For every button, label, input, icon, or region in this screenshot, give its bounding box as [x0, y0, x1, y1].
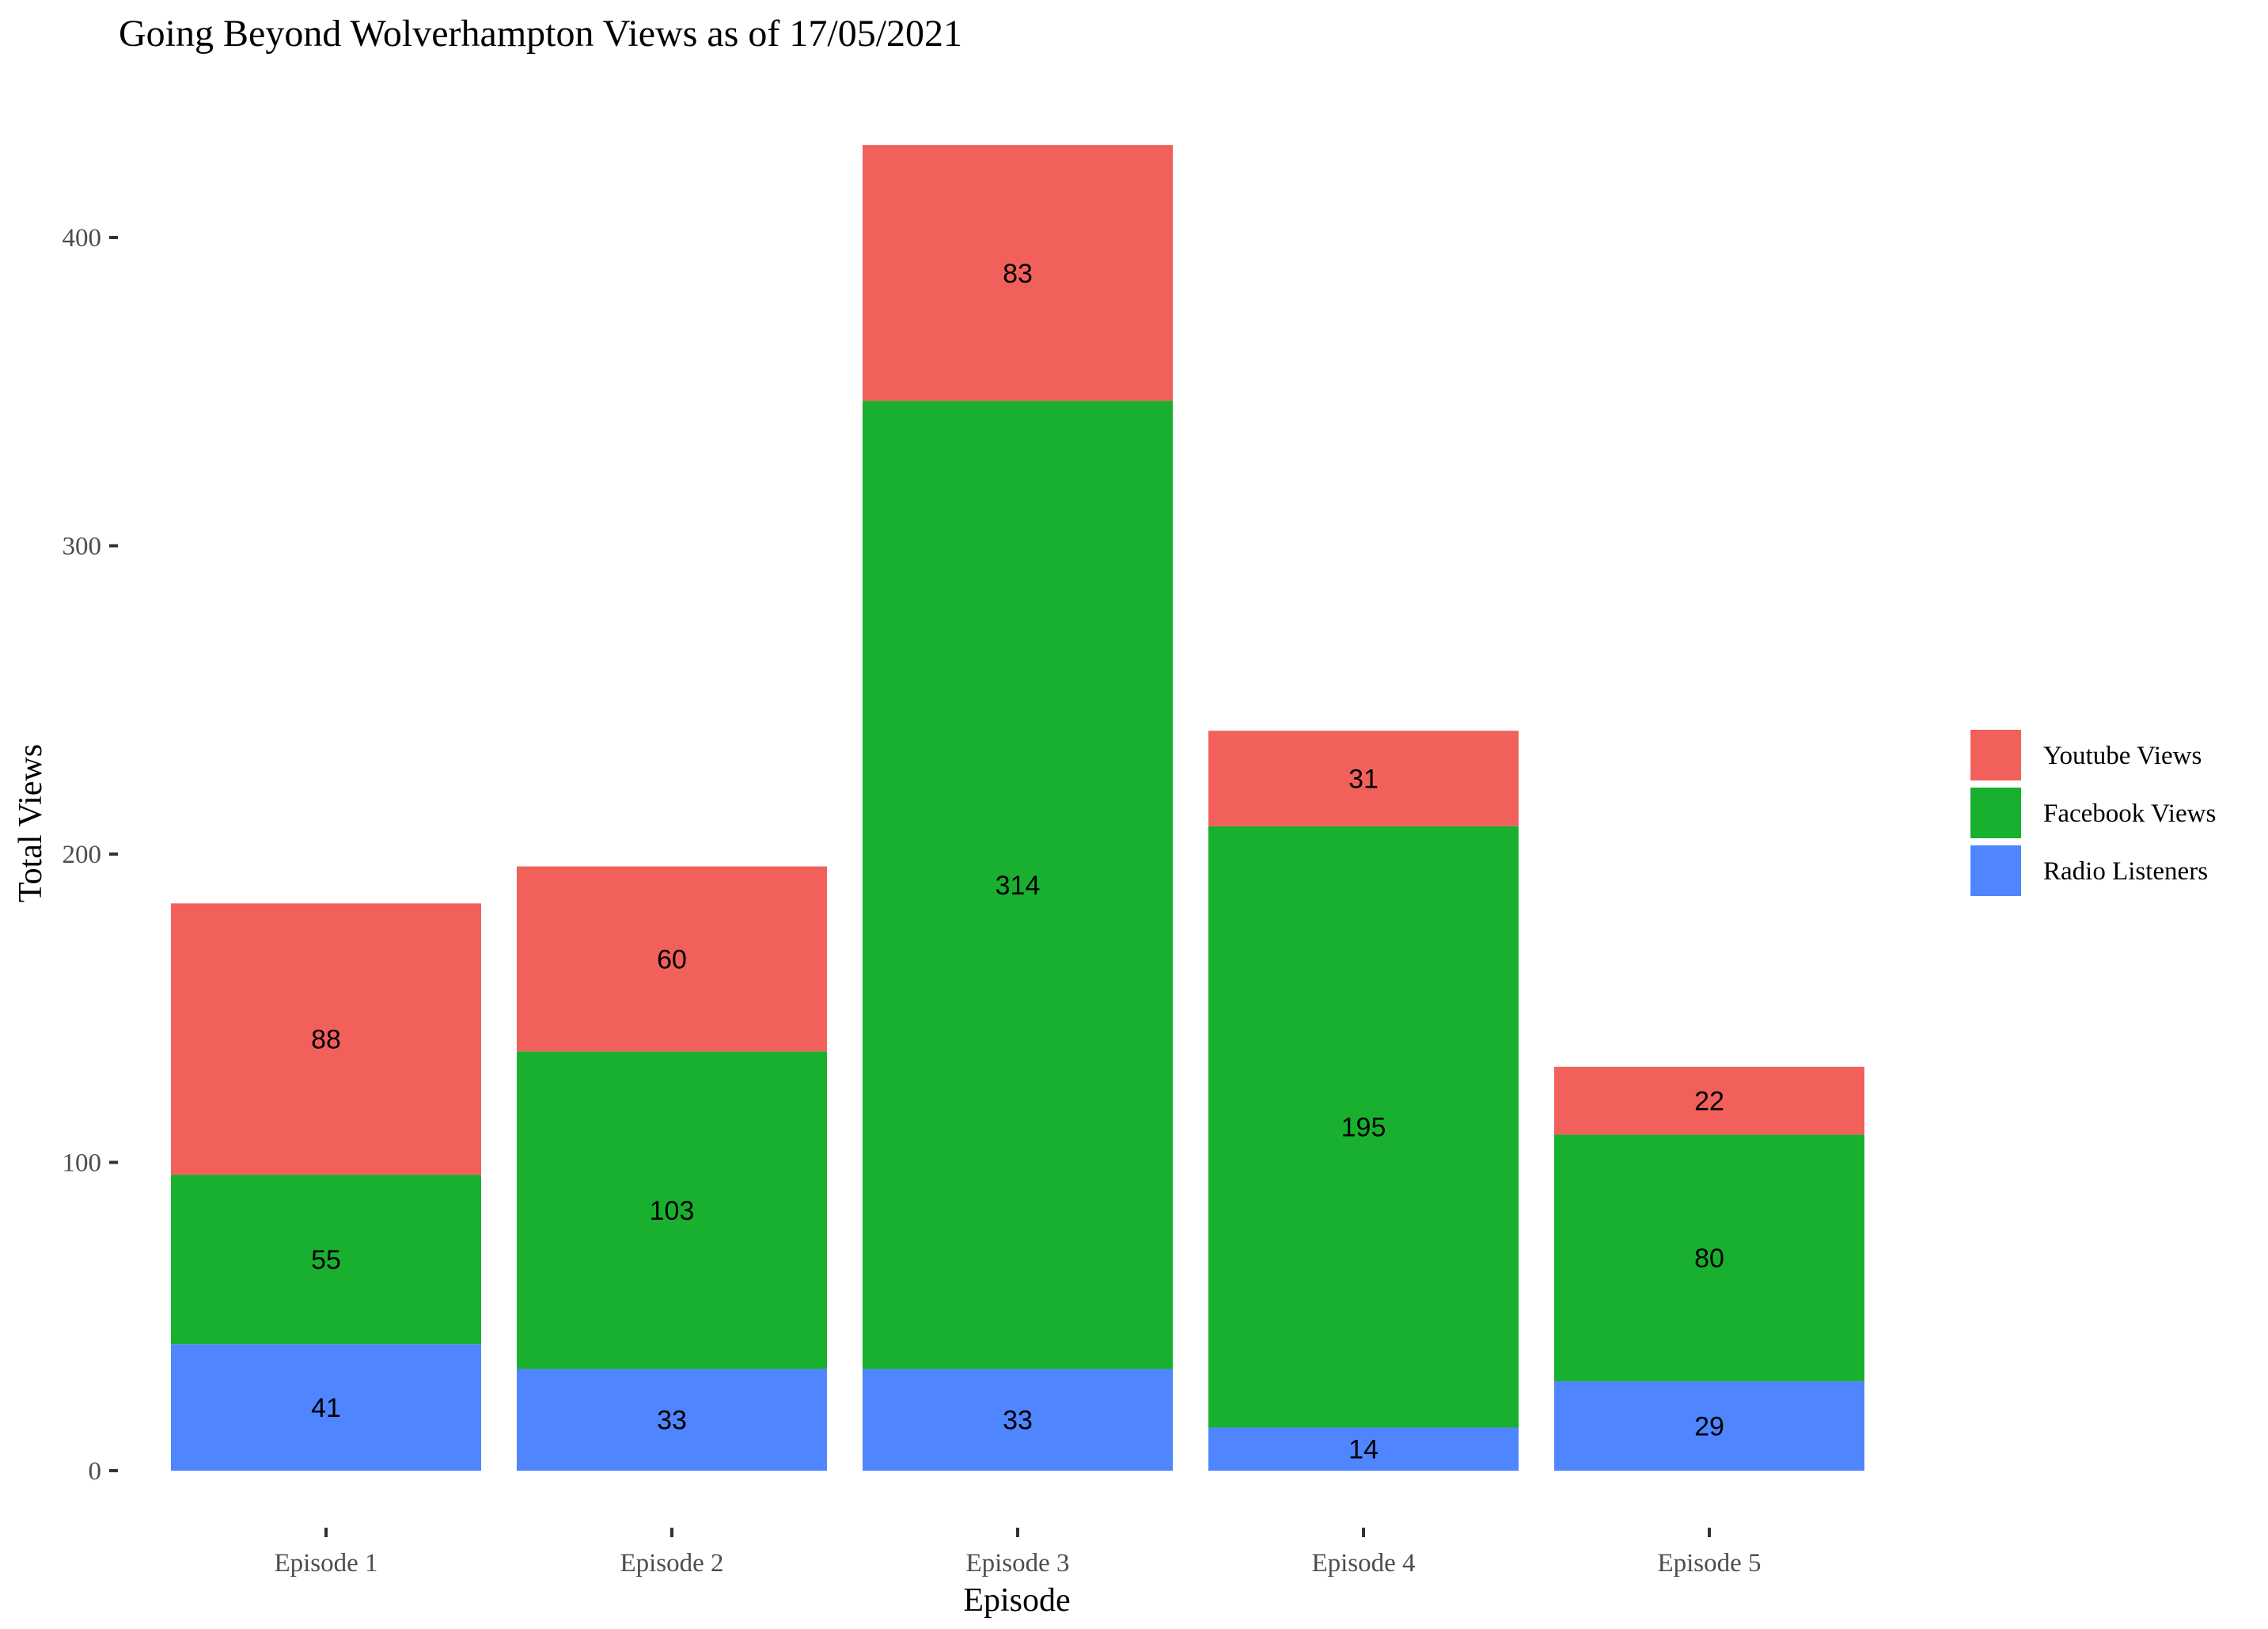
x-tick-label-episode-4: Episode 4: [1311, 1549, 1415, 1578]
bar-episode-1-facebook-views: [171, 1175, 481, 1345]
data-label-episode-4-facebook-views: 195: [1341, 1113, 1386, 1143]
bar-episode-4-facebook-views: [1208, 826, 1519, 1428]
bar-episode-4-radio-listeners: [1208, 1427, 1519, 1471]
data-label-episode-4-radio-listeners: 14: [1348, 1435, 1379, 1465]
bar-episode-3-facebook-views: [863, 401, 1173, 1369]
data-label-episode-3-youtube-views: 83: [1003, 259, 1033, 289]
y-axis: 0 100 200 300 400: [63, 224, 118, 1486]
bar-episode-5-youtube-views: [1554, 1066, 1864, 1135]
y-axis-title: Total Views: [13, 744, 49, 902]
bar-episode-2-facebook-views: [517, 1051, 827, 1369]
bar-episode-2-youtube-views: [517, 866, 827, 1052]
data-label-episode-1-youtube-views: 88: [311, 1025, 341, 1055]
bars-layer: [171, 145, 1864, 1471]
bar-episode-3-youtube-views: [863, 145, 1173, 401]
bar-episode-1-youtube-views: [171, 903, 481, 1175]
x-tick-label-episode-5: Episode 5: [1657, 1549, 1761, 1578]
data-label-episode-2-youtube-views: 60: [657, 944, 687, 974]
data-label-episode-5-facebook-views: 80: [1694, 1244, 1724, 1274]
y-tick-label-0: 0: [89, 1457, 102, 1486]
x-axis-title: Episode: [963, 1582, 1070, 1619]
data-label-episode-1-radio-listeners: 41: [311, 1393, 341, 1423]
y-tick-label-400: 400: [63, 224, 102, 253]
bar-episode-2-radio-listeners: [517, 1369, 827, 1471]
bar-episode-3-radio-listeners: [863, 1369, 1173, 1471]
legend-key-youtube-views: [1970, 730, 2021, 780]
data-label-episode-4-youtube-views: 31: [1348, 765, 1379, 795]
legend: Youtube Views Facebook Views Radio Listene…: [1970, 730, 2216, 896]
data-label-episode-5-radio-listeners: 29: [1694, 1412, 1724, 1442]
legend-key-radio-listeners: [1970, 845, 2021, 896]
y-tick-label-100: 100: [63, 1149, 102, 1178]
data-label-episode-3-facebook-views: 314: [996, 871, 1041, 901]
x-axis: Episode 1 Episode 2 Episode 3 Episode 4 Epis…: [274, 1528, 1762, 1578]
data-label-episode-5-youtube-views: 22: [1694, 1087, 1724, 1117]
data-label-episode-2-facebook-views: 103: [650, 1196, 695, 1226]
bar-episode-5-facebook-views: [1554, 1134, 1864, 1382]
data-label-episode-3-radio-listeners: 33: [1003, 1406, 1033, 1436]
bar-episode-1-radio-listeners: [171, 1344, 481, 1471]
legend-key-facebook-views: [1970, 788, 2021, 838]
data-label-episode-1-facebook-views: 55: [311, 1245, 341, 1275]
data-labels-layer: 41 55 88 33 103 60 33 314 83 14 195 31 29 80 22: [311, 259, 1724, 1465]
bar-episode-4-youtube-views: [1208, 731, 1519, 826]
bar-episode-5-radio-listeners: [1554, 1381, 1864, 1471]
legend-label-youtube-views: Youtube Views: [2043, 742, 2202, 770]
legend-label-facebook-views: Facebook Views: [2043, 799, 2216, 828]
x-tick-label-episode-3: Episode 3: [965, 1549, 1069, 1578]
x-tick-label-episode-2: Episode 2: [620, 1549, 723, 1578]
data-label-episode-2-radio-listeners: 33: [657, 1406, 687, 1436]
y-tick-label-300: 300: [63, 533, 102, 561]
legend-label-radio-listeners: Radio Listeners: [2043, 857, 2208, 886]
chart-title: Going Beyond Wolverhampton Views as of 1…: [119, 13, 962, 55]
y-tick-label-200: 200: [63, 841, 102, 869]
x-tick-label-episode-1: Episode 1: [274, 1549, 377, 1578]
